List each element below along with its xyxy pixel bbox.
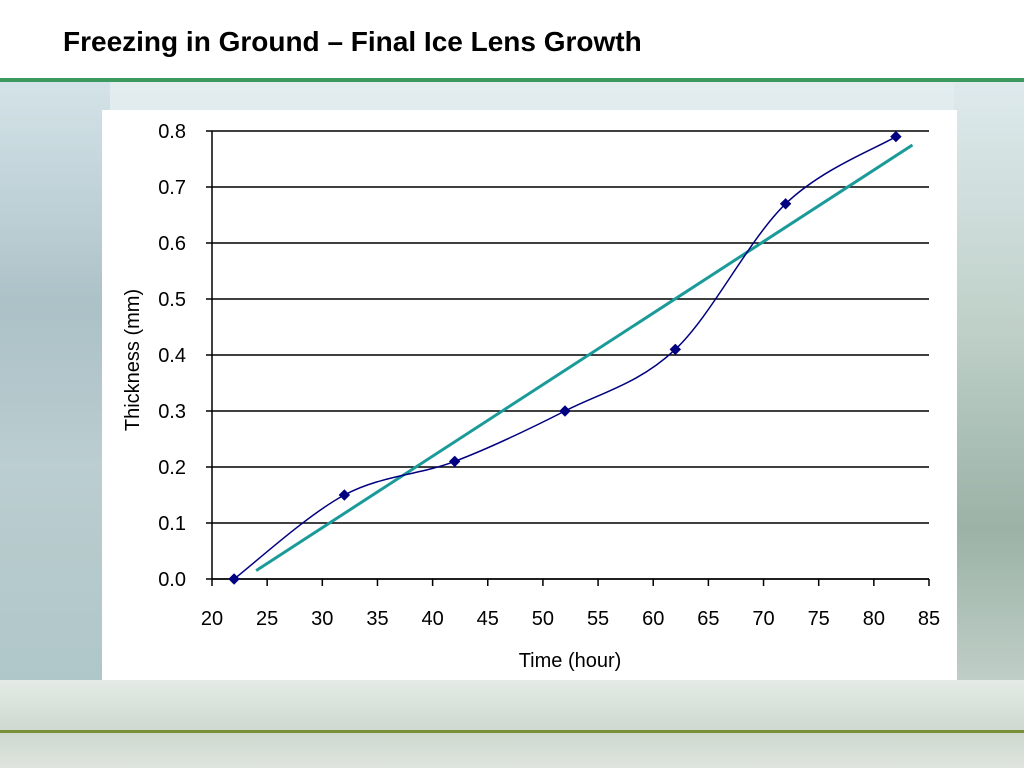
x-tick-label: 65 [697, 608, 719, 630]
title-bar: Freezing in Ground – Final Ice Lens Grow… [0, 0, 1024, 78]
y-tick-label: 0.7 [158, 177, 186, 199]
axes [211, 131, 930, 586]
x-tick-label: 25 [256, 608, 278, 630]
x-tick-label: 60 [642, 608, 664, 630]
y-tick-label: 0.8 [158, 121, 186, 143]
background-mountain-left [0, 80, 110, 720]
x-tick-label: 75 [808, 608, 830, 630]
data-point-marker [228, 573, 240, 585]
y-tick-label: 0.0 [158, 569, 186, 591]
series-layer [228, 130, 902, 585]
data-point-marker [890, 130, 902, 143]
title-divider [0, 78, 1024, 82]
data-point-marker [448, 455, 461, 468]
x-tick-label: 70 [752, 608, 774, 630]
grid-lines [206, 130, 929, 580]
x-tick-label: 40 [421, 608, 443, 630]
data-point-marker [669, 343, 681, 356]
data-point-marker [559, 405, 571, 417]
data-point-marker [779, 198, 792, 210]
x-tick-label: 20 [201, 608, 223, 630]
x-tick-label: 85 [918, 608, 940, 630]
x-axis-label: Time (hour) [519, 650, 622, 672]
y-tick-label: 0.1 [158, 513, 186, 535]
slide-title: Freezing in Ground – Final Ice Lens Grow… [63, 26, 642, 57]
x-tick-label: 50 [532, 608, 554, 630]
footer-divider [0, 730, 1024, 733]
background-foreground [0, 680, 1024, 768]
x-tick-label: 30 [311, 608, 333, 630]
y-tick-label: 0.3 [158, 401, 186, 423]
x-tick-label: 80 [863, 608, 885, 630]
chart-panel: 0.0 0.1 0.2 0.3 0.4 0.5 0.6 0.7 0.8 20 25 30 35 40 45 5… [102, 110, 957, 680]
x-tick-label: 55 [587, 608, 609, 630]
y-tick-label: 0.4 [158, 345, 186, 367]
background-forest-right [954, 80, 1024, 720]
y-axis-label: Thickness (mm) [122, 289, 144, 431]
y-tick-label: 0.2 [158, 457, 186, 479]
linear-trendline [255, 143, 914, 572]
data-point-marker [338, 489, 351, 501]
x-tick-label: 45 [477, 608, 499, 630]
tick-labels: 0.0 0.1 0.2 0.3 0.4 0.5 0.6 0.7 0.8 20 25 30 35 40 45 5… [158, 121, 940, 630]
y-tick-label: 0.5 [158, 289, 186, 311]
x-tick-label: 35 [366, 608, 388, 630]
trendline-layer [255, 143, 914, 572]
ice-lens-chart: 0.0 0.1 0.2 0.3 0.4 0.5 0.6 0.7 0.8 20 25 30 35 40 45 5… [122, 121, 940, 672]
y-tick-label: 0.6 [158, 233, 186, 255]
series-line [233, 135, 897, 580]
